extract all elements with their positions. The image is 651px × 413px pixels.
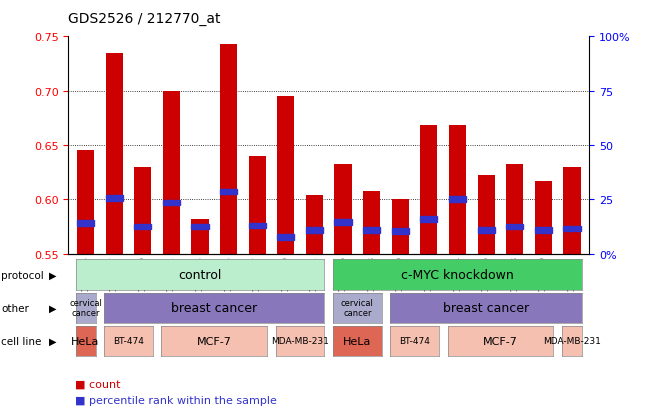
- Bar: [534, 227, 552, 233]
- Bar: [563, 226, 581, 232]
- Bar: [506, 224, 523, 230]
- Bar: [220, 45, 237, 254]
- Bar: [449, 197, 466, 203]
- Bar: [191, 224, 208, 230]
- Bar: [77, 151, 94, 254]
- Text: MCF-7: MCF-7: [483, 336, 518, 346]
- Text: cervical
cancer: cervical cancer: [341, 298, 374, 318]
- Bar: [163, 200, 180, 206]
- Text: c-MYC knockdown: c-MYC knockdown: [401, 268, 514, 281]
- Bar: [363, 191, 380, 254]
- Bar: [249, 223, 266, 229]
- Text: MDA-MB-231: MDA-MB-231: [543, 337, 601, 345]
- Bar: [249, 157, 266, 254]
- Bar: [163, 91, 180, 254]
- Text: other: other: [1, 303, 29, 313]
- Text: GDS2526 / 212770_at: GDS2526 / 212770_at: [68, 12, 221, 26]
- Bar: [478, 176, 495, 254]
- Text: ▶: ▶: [49, 336, 57, 346]
- Bar: [449, 126, 466, 254]
- Text: HeLa: HeLa: [343, 336, 372, 346]
- Bar: [335, 220, 352, 225]
- Text: breast cancer: breast cancer: [443, 301, 529, 314]
- Bar: [392, 228, 409, 234]
- Bar: [134, 224, 151, 230]
- Bar: [421, 126, 437, 254]
- Text: breast cancer: breast cancer: [171, 301, 257, 314]
- Bar: [191, 219, 208, 254]
- Text: HeLa: HeLa: [72, 336, 100, 346]
- Bar: [506, 165, 523, 254]
- Text: MDA-MB-231: MDA-MB-231: [271, 337, 329, 345]
- Bar: [392, 200, 409, 254]
- Text: control: control: [178, 268, 222, 281]
- Bar: [105, 53, 123, 254]
- Bar: [335, 165, 352, 254]
- Text: BT-474: BT-474: [399, 337, 430, 345]
- Bar: [77, 221, 94, 226]
- Text: ■ percentile rank within the sample: ■ percentile rank within the sample: [75, 395, 277, 405]
- Text: ▶: ▶: [49, 270, 57, 280]
- Text: cell line: cell line: [1, 336, 42, 346]
- Text: MCF-7: MCF-7: [197, 336, 232, 346]
- Text: ▶: ▶: [49, 303, 57, 313]
- Bar: [306, 195, 323, 254]
- Bar: [277, 235, 294, 240]
- Bar: [306, 227, 323, 233]
- Bar: [534, 181, 552, 254]
- Bar: [277, 97, 294, 254]
- Bar: [105, 196, 123, 202]
- Text: ■ count: ■ count: [75, 378, 120, 388]
- Bar: [478, 227, 495, 233]
- Bar: [363, 227, 380, 233]
- Text: BT-474: BT-474: [113, 337, 144, 345]
- Bar: [421, 216, 437, 222]
- Bar: [220, 190, 237, 195]
- Bar: [563, 167, 581, 254]
- Text: cervical
cancer: cervical cancer: [69, 298, 102, 318]
- Bar: [134, 167, 151, 254]
- Text: protocol: protocol: [1, 270, 44, 280]
